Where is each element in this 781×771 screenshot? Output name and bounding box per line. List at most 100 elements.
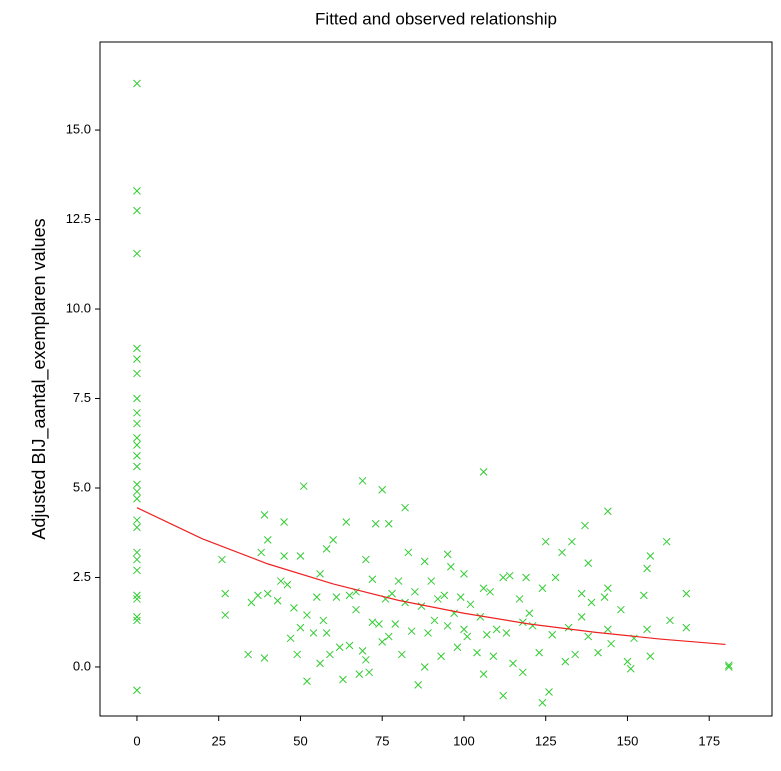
point: [420, 557, 429, 566]
point: [316, 570, 324, 578]
point: [133, 206, 141, 215]
point: [551, 573, 560, 582]
point: [499, 573, 508, 582]
point: [133, 451, 141, 460]
point: [391, 620, 400, 628]
point: [499, 691, 508, 700]
point: [384, 632, 393, 641]
point: [538, 698, 547, 707]
point: [299, 482, 308, 491]
y-tick-label: 0.0: [73, 658, 91, 673]
point: [362, 655, 370, 664]
point: [280, 552, 288, 560]
point: [221, 611, 230, 619]
point: [666, 616, 674, 625]
point: [443, 621, 452, 630]
point: [466, 600, 475, 609]
point: [293, 650, 302, 659]
point: [368, 618, 377, 627]
point: [384, 519, 393, 528]
point: [388, 589, 396, 598]
point: [594, 648, 602, 657]
point: [276, 577, 285, 585]
point: [286, 634, 295, 643]
point: [482, 630, 491, 639]
point: [375, 620, 383, 628]
point: [133, 408, 141, 417]
point: [312, 593, 321, 602]
point: [617, 605, 625, 614]
point: [564, 623, 573, 632]
point: [133, 612, 141, 621]
point: [133, 394, 141, 403]
point: [133, 434, 141, 442]
point: [378, 485, 387, 494]
point: [133, 419, 141, 428]
point: [545, 688, 553, 696]
point: [133, 480, 141, 489]
point: [600, 593, 609, 602]
point: [561, 657, 570, 666]
point: [273, 596, 282, 605]
point: [133, 616, 141, 625]
point: [476, 612, 485, 621]
point: [587, 598, 596, 607]
point: [283, 580, 292, 589]
x-tick-label: 150: [617, 733, 639, 748]
point: [221, 589, 230, 598]
point: [401, 598, 409, 607]
point: [133, 462, 141, 471]
point: [492, 625, 501, 634]
point: [473, 648, 481, 657]
y-tick-label: 7.5: [73, 390, 91, 405]
point: [603, 625, 612, 634]
y-tick-label: 5.0: [73, 479, 91, 494]
point: [365, 668, 373, 677]
point: [394, 577, 403, 585]
point: [260, 510, 269, 519]
point: [247, 598, 256, 607]
point: [358, 647, 367, 655]
point: [577, 612, 586, 621]
x-tick-label: 100: [453, 733, 475, 748]
x-tick-label: 25: [211, 733, 225, 748]
point: [133, 516, 141, 525]
point: [479, 468, 488, 476]
point: [404, 548, 413, 557]
point: [133, 369, 141, 378]
point: [280, 518, 288, 526]
point: [133, 595, 141, 603]
point: [643, 564, 651, 573]
point: [411, 587, 419, 596]
point: [568, 537, 576, 546]
point: [322, 629, 331, 637]
point: [133, 79, 141, 88]
point: [133, 548, 141, 557]
point: [571, 650, 579, 659]
point: [453, 643, 462, 652]
point: [133, 249, 141, 258]
point: [623, 657, 632, 666]
point: [509, 659, 517, 668]
point: [535, 648, 544, 657]
point: [263, 589, 272, 598]
point: [430, 616, 439, 625]
point: [345, 641, 354, 650]
point: [244, 650, 252, 659]
point: [558, 548, 566, 557]
x-tick-label: 75: [375, 733, 389, 748]
point: [646, 652, 655, 661]
point: [427, 577, 436, 585]
point: [296, 552, 305, 560]
point: [358, 476, 367, 485]
point: [355, 670, 364, 678]
point: [724, 663, 733, 671]
point: [133, 523, 141, 532]
point: [263, 536, 272, 544]
point: [443, 550, 452, 559]
point: [646, 552, 655, 560]
point: [479, 584, 488, 593]
point: [437, 652, 445, 661]
point: [440, 591, 449, 600]
